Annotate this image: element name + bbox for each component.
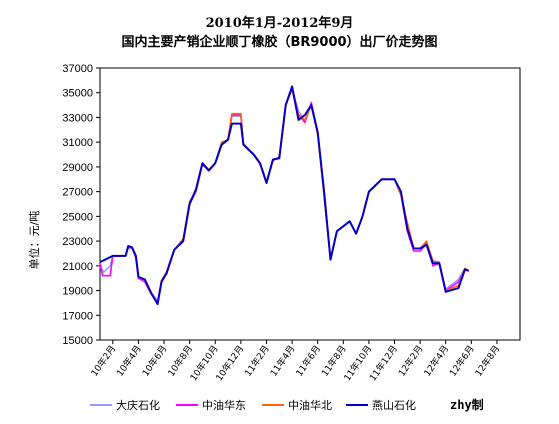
series-line-4 bbox=[99, 85, 470, 306]
x-tick-label: 12年4月 bbox=[421, 343, 451, 379]
credit-text: zhy制 bbox=[450, 397, 484, 412]
x-tick-label: 12年6月 bbox=[447, 343, 477, 379]
y-tick-label: 27000 bbox=[62, 187, 93, 199]
x-tick-label: 12年8月 bbox=[472, 343, 502, 379]
x-tick-label: 11年8月 bbox=[319, 343, 349, 379]
y-axis-label: 单位：元/吨 bbox=[27, 211, 41, 270]
y-tick-label: 15000 bbox=[62, 335, 93, 347]
y-tick-label: 35000 bbox=[62, 88, 93, 100]
y-tick-label: 23000 bbox=[62, 236, 93, 248]
series-lines bbox=[99, 85, 470, 306]
x-axis-ticks: 10年2月10年4月10年6月10年8月10年10月10年12月11年2月11年… bbox=[88, 340, 502, 383]
y-tick-label: 19000 bbox=[62, 286, 93, 298]
x-tick-label: 10年8月 bbox=[165, 343, 195, 379]
legend: 大庆石化 中油华东 中油华北 燕山石化 bbox=[90, 398, 416, 412]
y-tick-label: 31000 bbox=[62, 137, 93, 149]
y-tick-label: 25000 bbox=[62, 211, 93, 223]
chart-subtitle: 国内主要产销企业顺丁橡胶（BR9000）出厂价走势图 bbox=[121, 35, 438, 50]
x-tick-label: 11年4月 bbox=[268, 343, 298, 379]
x-tick-label: 12年2月 bbox=[396, 343, 426, 379]
legend-label: 大庆石化 bbox=[116, 398, 160, 412]
y-tick-label: 33000 bbox=[62, 112, 93, 124]
x-tick-label: 10年2月 bbox=[88, 343, 118, 379]
x-tick-label: 11年2月 bbox=[242, 343, 272, 379]
y-axis-ticks: 37000 35000 33000 31000 29000 27000 25000 23000… bbox=[62, 63, 100, 347]
y-tick-label: 37000 bbox=[62, 63, 93, 75]
x-tick-label: 10年4月 bbox=[114, 343, 144, 379]
y-tick-label: 21000 bbox=[62, 261, 93, 273]
chart-title: 2010年1月-2012年9月 bbox=[205, 16, 354, 31]
x-tick-label: 11年6月 bbox=[293, 343, 323, 379]
y-tick-label: 17000 bbox=[62, 310, 93, 322]
legend-label: 中油华北 bbox=[288, 398, 332, 412]
y-tick-label: 29000 bbox=[62, 162, 93, 174]
plot-area bbox=[99, 67, 521, 341]
legend-label: 燕山石化 bbox=[372, 398, 416, 412]
legend-label: 中油华东 bbox=[202, 398, 246, 412]
x-tick-label: 10年6月 bbox=[139, 343, 169, 379]
